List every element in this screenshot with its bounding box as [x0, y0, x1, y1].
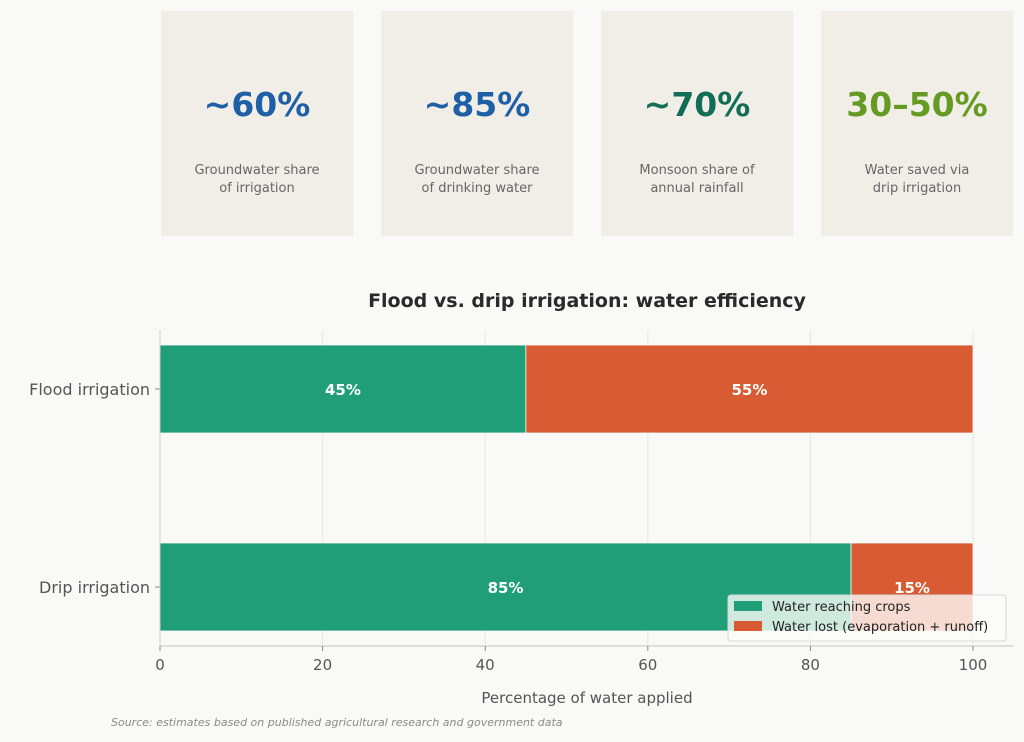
stat-value: 30–50% — [846, 85, 988, 124]
stat-value: ~70% — [643, 85, 751, 124]
x-tick-label: 100 — [959, 656, 988, 674]
x-tick-label: 80 — [801, 656, 820, 674]
axes: Flood irrigation Drip irrigation 0 20 40 60 80… — [29, 330, 1014, 674]
bars: 45% 55% 85% 15% — [159, 344, 974, 632]
stat-label-line2: annual rainfall — [650, 181, 744, 196]
bar-segment — [159, 344, 527, 434]
legend-swatch — [734, 621, 762, 631]
stat-label-line2: of drinking water — [421, 181, 533, 196]
stat-label-line2: drip irrigation — [872, 181, 962, 196]
legend-label: Water reaching crops — [772, 600, 911, 615]
stat-value: ~60% — [203, 85, 311, 124]
stat-label-line1: Groundwater share — [194, 163, 320, 178]
stat-label-line1: Monsoon share of — [639, 163, 755, 178]
x-tick-label: 20 — [313, 656, 332, 674]
stat-label-line1: Groundwater share — [414, 163, 540, 178]
stat-value: ~85% — [423, 85, 531, 124]
stat-card-3: 30–50% Water saved via drip irrigation — [821, 11, 1013, 236]
x-tick-label: 40 — [476, 656, 495, 674]
y-tick-label: Flood irrigation — [29, 380, 150, 399]
y-tick-label: Drip irrigation — [39, 578, 150, 597]
stat-card-2: ~70% Monsoon share of annual rainfall — [601, 11, 793, 236]
legend-swatch — [734, 601, 762, 611]
stat-label: Monsoon share of annual rainfall — [601, 162, 793, 198]
legend-label: Water lost (evaporation + runoff) — [772, 620, 988, 635]
data-label: 45% — [325, 381, 361, 399]
stat-card-1: ~85% Groundwater share of drinking water — [381, 11, 573, 236]
x-tick-label: 0 — [155, 656, 165, 674]
stat-label-line1: Water saved via — [864, 163, 970, 178]
legend: Water reaching crops Water lost (evaporat… — [727, 594, 1007, 642]
x-axis-label: Percentage of water applied — [481, 689, 692, 707]
stat-label: Groundwater share of irrigation — [161, 162, 353, 198]
stat-card-0: ~60% Groundwater share of irrigation — [161, 11, 353, 236]
data-label: 55% — [731, 381, 767, 399]
data-label: 15% — [894, 579, 930, 597]
bar-segment — [525, 344, 974, 434]
source-note: Source: estimates based on published agr… — [111, 716, 563, 729]
legend-box — [727, 594, 1007, 642]
data-label: 85% — [488, 579, 524, 597]
stat-label-line2: of irrigation — [219, 181, 295, 196]
stat-label: Groundwater share of drinking water — [381, 162, 573, 198]
stat-label: Water saved via drip irrigation — [821, 162, 1013, 198]
x-tick-label: 60 — [638, 656, 657, 674]
chart-title: Flood vs. drip irrigation: water efficie… — [368, 290, 806, 312]
